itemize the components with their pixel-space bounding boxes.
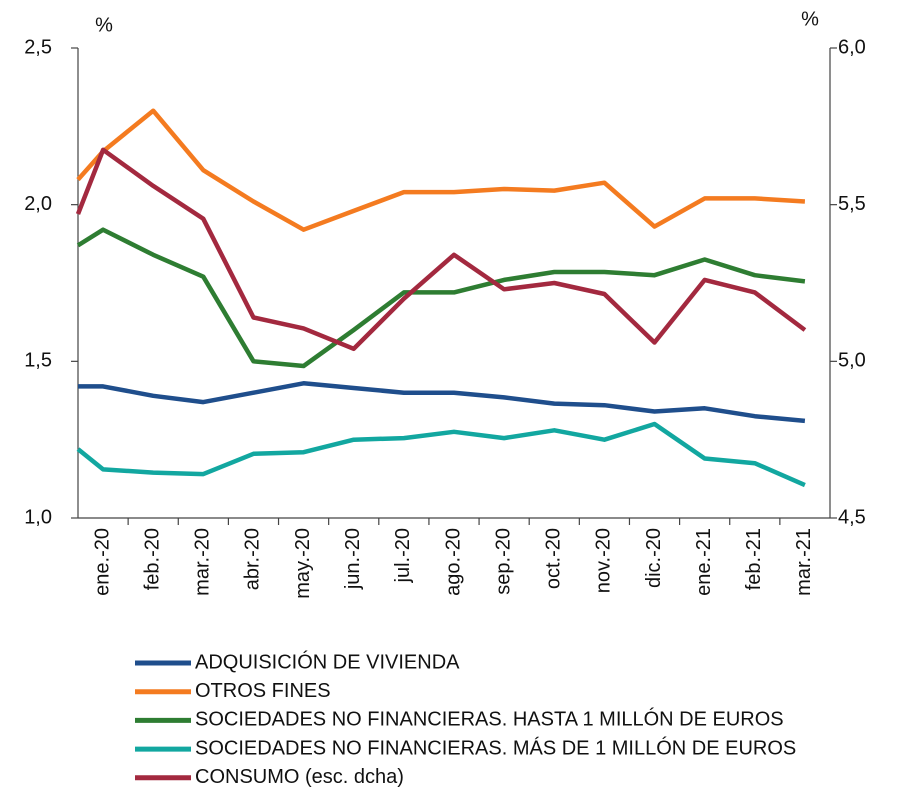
y2-tick-label: 6,0 bbox=[838, 36, 866, 58]
x-tick-label: feb.-20 bbox=[141, 528, 163, 590]
y-unit: % bbox=[95, 14, 113, 36]
legend-label: ADQUISICIÓN DE VIVIENDA bbox=[195, 650, 460, 673]
series-line bbox=[76, 227, 806, 369]
x-tick-label: feb.-21 bbox=[743, 528, 765, 590]
x-tick-label: may.-20 bbox=[292, 528, 314, 599]
x-tick-label: jun.-20 bbox=[342, 528, 364, 590]
series-line bbox=[75, 147, 807, 352]
series-line bbox=[78, 381, 806, 424]
x-tick-label: mar.-20 bbox=[192, 528, 214, 596]
legend-label: OTROS FINES bbox=[195, 680, 331, 702]
x-tick-label: ene.-21 bbox=[693, 528, 715, 596]
y-tick-label: 1,0 bbox=[24, 506, 52, 528]
x-tick-label: nov.-20 bbox=[593, 528, 615, 593]
x-tick-label: abr.-20 bbox=[242, 528, 264, 590]
legend-label: SOCIEDADES NO FINANCIERAS. MÁS DE 1 MILL… bbox=[195, 736, 796, 759]
legend-label: CONSUMO (esc. dcha) bbox=[195, 766, 404, 788]
series-line bbox=[76, 108, 806, 232]
y-tick-label: 2,0 bbox=[24, 193, 52, 215]
y2-tick-label: 5,0 bbox=[838, 350, 866, 372]
y2-tick-label: 5,5 bbox=[838, 193, 866, 215]
y2-unit: % bbox=[801, 8, 819, 30]
x-tick-label: oct.-20 bbox=[543, 528, 565, 589]
x-tick-label: ene.-20 bbox=[91, 528, 113, 596]
legend-label: SOCIEDADES NO FINANCIERAS. HASTA 1 MILLÓ… bbox=[195, 708, 784, 731]
x-tick-label: mar.-21 bbox=[793, 528, 815, 596]
x-tick-label: dic.-20 bbox=[643, 528, 665, 588]
x-tick-label: ago.-20 bbox=[442, 528, 464, 596]
series-line bbox=[76, 421, 806, 488]
x-tick-label: jul.-20 bbox=[392, 528, 414, 583]
x-tick-label: sep.-20 bbox=[492, 528, 514, 595]
y-tick-label: 2,5 bbox=[24, 36, 52, 58]
y-tick-label: 1,5 bbox=[24, 350, 52, 372]
y2-tick-label: 4,5 bbox=[838, 506, 866, 528]
